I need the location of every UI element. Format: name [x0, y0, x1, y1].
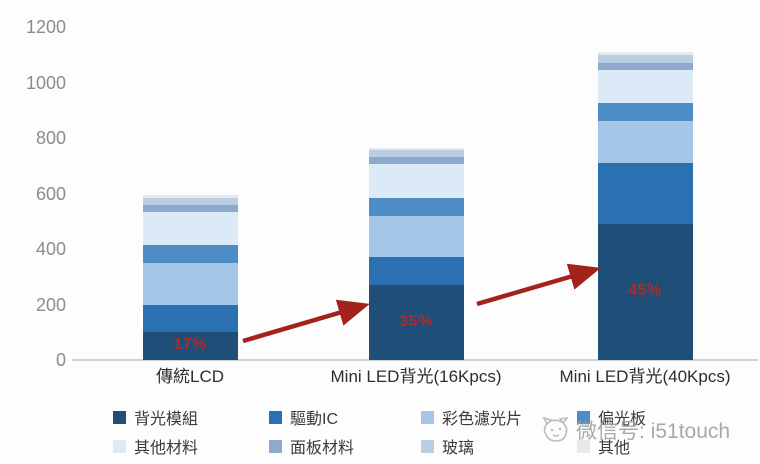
legend-swatch-icon	[113, 410, 126, 424]
legend-label: 面板材料	[290, 440, 355, 457]
x-axis-category-label: Mini LED背光(40Kpcs)	[559, 367, 731, 386]
legend-item-其他材料: 其他材料	[113, 436, 199, 457]
bar-segment-彩色濾光片	[368, 215, 464, 258]
legend-item-面板材料: 面板材料	[269, 436, 355, 457]
legend-item-偏光板: 偏光板	[577, 407, 647, 428]
legend-swatch-icon	[113, 439, 126, 453]
bar-segment-其他	[368, 147, 464, 151]
y-axis-tick-label: 600	[35, 183, 66, 204]
bar-segment-偏光板	[368, 197, 464, 216]
bar-segment-彩色濾光片	[597, 121, 693, 163]
legend-swatch-icon	[421, 439, 434, 453]
legend-label: 彩色濾光片	[442, 411, 523, 428]
bar-segment-背光模組	[142, 332, 238, 360]
bar-percentage-label: 45%	[628, 282, 662, 299]
legend-label: 偏光板	[598, 411, 647, 428]
legend-label: 驅動IC	[290, 411, 339, 428]
y-axis-tick-label: 1200	[25, 17, 66, 37]
cat-face-icon	[542, 416, 569, 442]
legend-item-驅動IC: 驅動IC	[269, 407, 339, 428]
legend-label: 其他	[598, 440, 631, 457]
bar-segment-其他材料	[368, 164, 464, 198]
legend-swatch-icon	[421, 410, 434, 424]
x-axis-category-label: Mini LED背光(16Kpcs)	[330, 367, 502, 386]
bar-segment-面板材料	[142, 204, 238, 212]
trend-arrow-icon	[476, 263, 601, 307]
bar-segment-玻璃	[368, 150, 464, 158]
legend-label: 背光模組	[134, 411, 199, 428]
y-axis-tick-label: 400	[35, 239, 66, 259]
bar-segment-其他材料	[597, 70, 693, 104]
legend-item-彩色濾光片: 彩色濾光片	[421, 407, 523, 428]
y-axis-tick-label: 200	[35, 294, 66, 315]
legend-item-背光模組: 背光模組	[113, 407, 199, 428]
bar-segment-驅動IC	[368, 257, 464, 286]
bar-percentage-label: 17%	[173, 336, 207, 354]
legend-swatch-icon	[269, 439, 282, 453]
legend-label: 其他材料	[134, 440, 199, 457]
bar-segment-其他	[597, 51, 693, 55]
x-axis-category-label: 傳統LCD	[155, 367, 224, 386]
bar-segment-彩色濾光片	[142, 262, 238, 305]
watermark: 微信号: i51touch	[540, 414, 730, 446]
legend-swatch-icon	[577, 410, 590, 424]
x-axis-line	[72, 359, 758, 361]
bar-segment-玻璃	[597, 54, 693, 64]
y-axis-tick-label: 0	[55, 350, 66, 370]
bar-segment-背光模組	[597, 224, 693, 360]
bar-segment-偏光板	[597, 103, 693, 122]
legend-swatch-icon	[577, 439, 590, 453]
legend-item-其他: 其他	[577, 436, 631, 457]
bar-segment-驅動IC	[142, 304, 238, 333]
bar-segment-驅動IC	[597, 162, 693, 225]
bar-segment-面板材料	[368, 157, 464, 165]
watermark-text: 微信号: i51touch	[576, 420, 731, 443]
bar-segment-其他	[142, 194, 238, 198]
bar-segment-玻璃	[142, 197, 238, 205]
trend-arrow-icon	[242, 299, 370, 344]
bar-segment-偏光板	[142, 244, 238, 263]
legend-item-玻璃: 玻璃	[421, 436, 475, 457]
y-axis-tick-label: 800	[35, 128, 66, 148]
y-axis-tick-label: 1000	[25, 72, 66, 93]
legend-label: 玻璃	[442, 440, 475, 457]
bar-percentage-label: 35%	[399, 312, 433, 330]
bar-segment-面板材料	[597, 63, 693, 70]
bar-segment-背光模組	[368, 285, 464, 360]
bar-segment-其他材料	[142, 211, 238, 245]
legend-swatch-icon	[269, 410, 282, 424]
